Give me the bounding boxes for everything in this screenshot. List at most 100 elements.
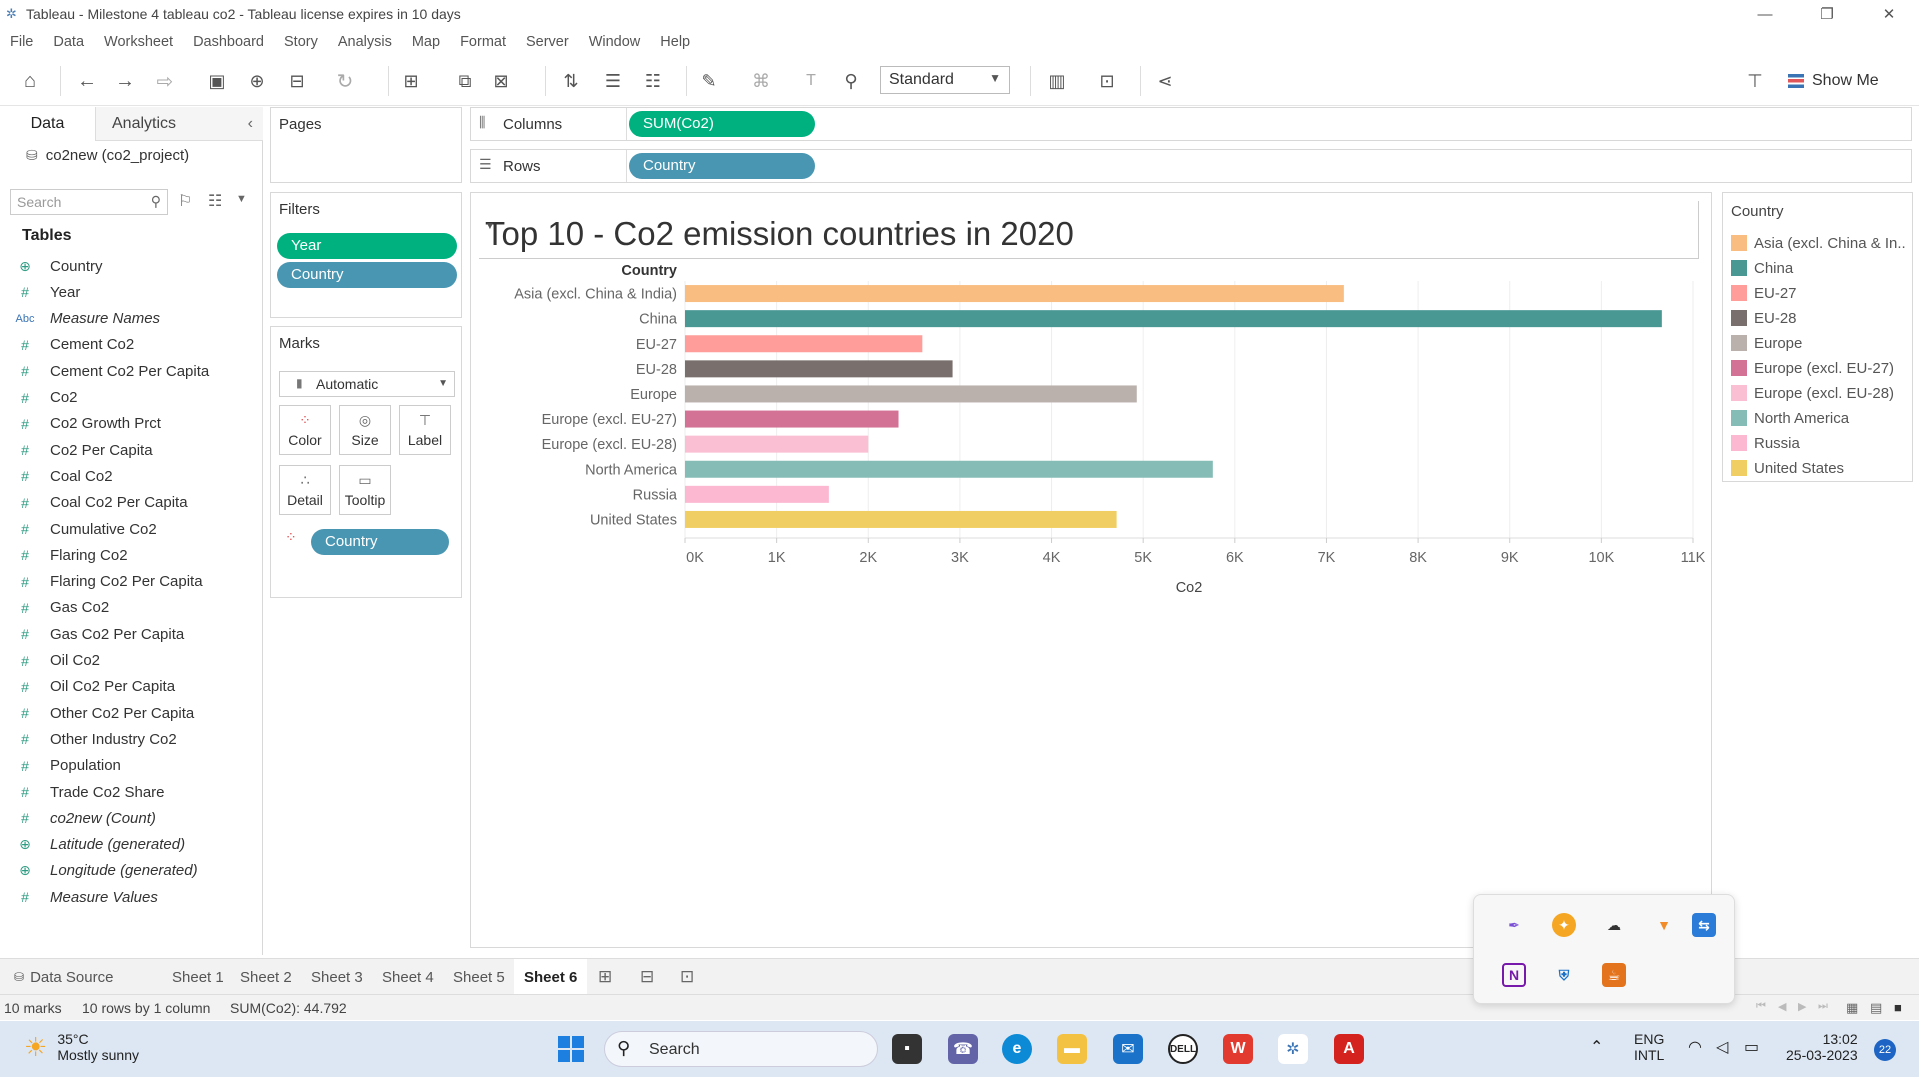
show-me-button[interactable]: Show Me (1788, 68, 1879, 94)
onedrive-offline-icon[interactable]: ☁ (1607, 916, 1621, 933)
field-item[interactable]: # Cement Co2 Per Capita (0, 358, 209, 384)
nav-last-icon[interactable]: ⏭ (1818, 1000, 1828, 1012)
mark-type-dropdown[interactable]: ▮ Automatic ▼ (279, 371, 455, 397)
sort-descending-icon[interactable]: ☷ (644, 70, 662, 91)
view-options-icon[interactable]: ☷ (208, 193, 223, 210)
marks-detail-button[interactable]: ∴ Detail (279, 465, 331, 515)
menu-dashboard[interactable]: Dashboard (193, 34, 264, 50)
weather-widget[interactable]: ☀ 35°C Mostly sunny (24, 1031, 139, 1063)
mail-icon[interactable]: ✉ (1113, 1034, 1143, 1064)
share-icon[interactable]: ⋖ (1157, 70, 1173, 91)
vlc-icon[interactable]: ▼ (1657, 917, 1671, 933)
presentation-mode-icon[interactable]: ⊡ (1099, 70, 1115, 91)
group-members-icon[interactable]: ⌘ (752, 70, 770, 91)
pause-updates-icon[interactable]: ⊟ (289, 70, 305, 91)
teams-chat-icon[interactable]: ☎ (948, 1034, 978, 1064)
new-story-tab-icon[interactable]: ⊡ (680, 967, 695, 986)
title-menu-chevron-icon[interactable]: ▼ (485, 221, 495, 232)
new-dashboard-tab-icon[interactable]: ⊟ (640, 967, 655, 986)
viz-title-box[interactable]: Top 10 - Co2 emission countries in 2020 … (479, 201, 1699, 259)
restore-button[interactable]: ❐ (1820, 6, 1834, 23)
filmstrip-icon[interactable]: ▤ (1870, 1000, 1883, 1015)
field-item[interactable]: # Cumulative Co2 (0, 516, 157, 542)
acrobat-icon[interactable]: A (1334, 1034, 1364, 1064)
menu-analysis[interactable]: Analysis (337, 34, 392, 50)
save-icon[interactable]: ▣ (208, 70, 226, 91)
dell-icon[interactable]: DELL (1168, 1034, 1198, 1064)
legend-item[interactable]: Russia (1731, 433, 1800, 453)
menu-worksheet[interactable]: Worksheet (104, 34, 174, 50)
minimize-button[interactable]: — (1757, 5, 1773, 23)
tabs-view-icon[interactable]: ■ (1894, 1000, 1902, 1015)
tab-sheet-3[interactable]: Sheet 3 (311, 968, 363, 986)
field-item[interactable]: # Oil Co2 Per Capita (0, 674, 175, 700)
windows-start-icon[interactable] (556, 1034, 586, 1064)
marks-size-button[interactable]: ◎ Size (339, 405, 391, 455)
field-item[interactable]: # Coal Co2 Per Capita (0, 490, 187, 516)
field-item[interactable]: # Other Industry Co2 (0, 726, 177, 752)
menu-window[interactable]: Window (588, 34, 641, 50)
field-item[interactable]: # Co2 (0, 385, 77, 411)
field-item[interactable]: # Trade Co2 Share (0, 779, 164, 805)
blue-app-icon[interactable]: ⇆ (1692, 913, 1716, 937)
taskbar-search-box[interactable]: ⚲ Search (604, 1031, 878, 1067)
tab-sheet-6[interactable]: Sheet 6 (514, 959, 588, 995)
legend-item[interactable]: Europe (excl. EU-27) (1731, 358, 1894, 378)
duplicate-sheet-icon[interactable]: ⧉ (458, 70, 472, 91)
volume-icon[interactable]: ◁ (1716, 1039, 1729, 1056)
undo-icon[interactable]: ← (77, 69, 97, 92)
marks-country-pill[interactable]: Country (311, 529, 449, 555)
swap-rows-columns-icon[interactable]: ⇅ (563, 70, 579, 91)
legend-item[interactable]: United States (1731, 458, 1844, 478)
clear-sheet-icon[interactable]: ⊠ (493, 70, 509, 91)
tab-sheet-4[interactable]: Sheet 4 (382, 968, 434, 986)
filter-fields-icon[interactable]: ⚐ (178, 193, 193, 210)
marks-tooltip-button[interactable]: ▭ Tooltip (339, 465, 391, 515)
new-datasource-icon[interactable]: ⊕ (249, 70, 265, 91)
home-icon[interactable]: ⌂ (23, 69, 37, 92)
sheet-sorter-icon[interactable]: ▦ (1846, 1000, 1859, 1015)
field-item[interactable]: Abc Measure Names (0, 306, 161, 332)
legend-item[interactable]: Asia (excl. China & In.. (1731, 233, 1906, 253)
menu-format[interactable]: Format (460, 34, 506, 50)
field-item[interactable]: # Co2 Growth Prct (0, 411, 161, 437)
marks-color-button[interactable]: ⁘ Color (279, 405, 331, 455)
legend-item[interactable]: China (1731, 258, 1793, 278)
pin-icon[interactable]: ⚲ (844, 70, 858, 91)
fit-dropdown[interactable]: Standard ▼ (880, 66, 1010, 94)
menu-data[interactable]: Data (53, 34, 85, 50)
marks-label-button[interactable]: ⊤ Label (399, 405, 451, 455)
clock[interactable]: 13:02 25-03-2023 (1786, 1031, 1858, 1063)
language-indicator[interactable]: ENG INTL (1634, 1031, 1664, 1063)
field-item[interactable]: # Gas Co2 (0, 595, 109, 621)
columns-pill-sum-co2[interactable]: SUM(Co2) (629, 111, 815, 137)
field-item[interactable]: # Flaring Co2 (0, 542, 127, 568)
field-item[interactable]: # Oil Co2 (0, 648, 100, 674)
tab-sheet-1[interactable]: Sheet 1 (172, 968, 224, 986)
field-search-input[interactable]: Search ⚲ (10, 189, 168, 215)
tray-overflow-chevron-icon[interactable]: ⌃ (1590, 1039, 1604, 1056)
nav-prev-icon[interactable]: ◀ (1778, 1001, 1787, 1013)
tab-sheet-2[interactable]: Sheet 2 (240, 968, 292, 986)
field-item[interactable]: ⊕ Latitude (generated) (0, 832, 185, 858)
redo-icon[interactable]: → (115, 69, 135, 92)
legend-item[interactable]: EU-28 (1731, 308, 1797, 328)
field-item[interactable]: # Flaring Co2 Per Capita (0, 569, 202, 595)
refresh-icon[interactable]: ↻ (336, 70, 354, 93)
legend-item[interactable]: Europe (excl. EU-28) (1731, 383, 1894, 403)
field-item[interactable]: # Year (0, 279, 80, 305)
pen-app-icon[interactable]: ✒ (1508, 916, 1520, 933)
new-worksheet-tab-icon[interactable]: ⊞ (598, 967, 613, 986)
rows-pill-country[interactable]: Country (629, 153, 815, 179)
show-cards-icon[interactable]: ▥ (1048, 70, 1066, 91)
field-item[interactable]: ⊕ Country (0, 253, 102, 279)
menu-help[interactable]: Help (660, 34, 691, 50)
menu-file[interactable]: File (10, 34, 34, 50)
replay-icon[interactable]: ⇨ (156, 70, 174, 93)
collapse-pane-icon[interactable]: ‹ (247, 114, 253, 132)
field-item[interactable]: # co2new (Count) (0, 805, 156, 831)
view-options-chevron-icon[interactable]: ▼ (236, 193, 247, 205)
filter-pill-year[interactable]: Year (277, 233, 457, 259)
menu-map[interactable]: Map (411, 34, 441, 50)
nav-first-icon[interactable]: ⏮ (1756, 1000, 1766, 1012)
